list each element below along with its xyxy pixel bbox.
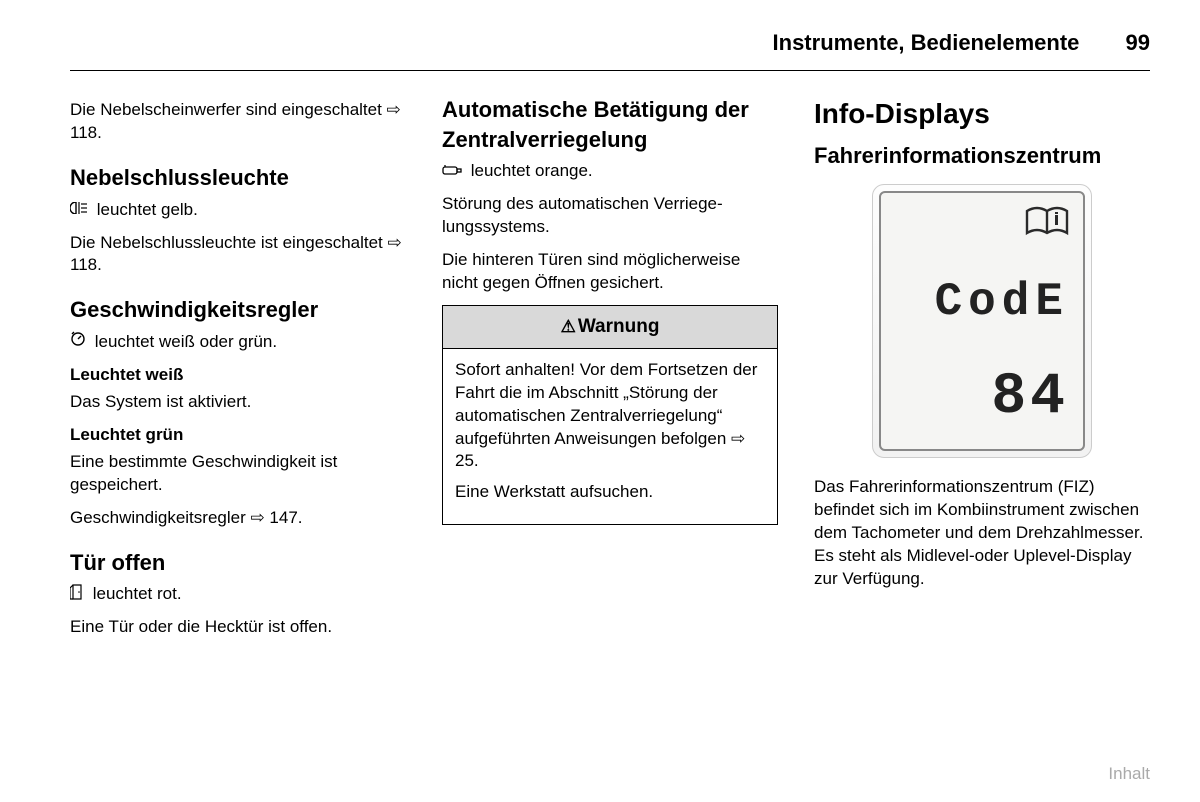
column-1: Die Nebelscheinwerfer sind einge­schalte… [70, 95, 406, 649]
warning-text-1: Sofort anhalten! Vor dem Fortset­zen der… [455, 359, 765, 474]
rear-fog-desc: Die Nebelschlussleuchte ist einge­schalt… [70, 232, 406, 278]
rear-fog-status: leuchtet gelb. [70, 199, 406, 222]
cruise-status: leuchtet weiß oder grün. [70, 331, 406, 354]
manual-book-icon [1025, 205, 1069, 244]
dic-heading: Fahrerinformationszen­trum [814, 141, 1150, 171]
autolock-p2: Die hinteren Türen sind möglicher­weise … [442, 249, 778, 295]
cruise-heading: Geschwindigkeitsregler [70, 295, 406, 325]
warning-text-2: Eine Werkstatt aufsuchen. [455, 481, 765, 504]
autolock-status-text: leuchtet orange. [471, 161, 593, 180]
footer-link[interactable]: Inhalt [1108, 764, 1150, 784]
info-displays-heading: Info-Displays [814, 95, 1150, 133]
rear-fog-heading: Nebelschlussleuchte [70, 163, 406, 193]
door-status-text: leuchtet rot. [93, 584, 182, 603]
door-open-icon [70, 584, 84, 606]
cruise-white-text: Das System ist aktiviert. [70, 391, 406, 414]
cruise-icon [70, 331, 86, 353]
autolock-icon [442, 162, 462, 182]
dic-display-frame: CodE 84 [872, 184, 1092, 458]
column-2: Automatische Betätigung der Zentralverri… [442, 95, 778, 649]
display-code-number: 84 [991, 359, 1069, 437]
cruise-green-heading: Leuchtet grün [70, 424, 406, 447]
autolock-heading: Automatische Betätigung der Zentralverri… [442, 95, 778, 154]
page-header: Instrumente, Bedienelemente 99 [70, 30, 1150, 71]
rear-fog-icon [70, 200, 88, 220]
autolock-p1: Störung des automatischen Verriege­lungs… [442, 193, 778, 239]
door-status: leuchtet rot. [70, 583, 406, 606]
cruise-status-text: leuchtet weiß oder grün. [95, 332, 277, 351]
page-number: 99 [1126, 30, 1150, 56]
cruise-ref: Geschwindigkeitsregler ⇨ 147. [70, 507, 406, 530]
warning-body: Sofort anhalten! Vor dem Fortset­zen der… [443, 349, 777, 525]
rear-fog-status-text: leuchtet gelb. [97, 200, 198, 219]
door-desc: Eine Tür oder die Hecktür ist offen. [70, 616, 406, 639]
display-code-text: CodE [935, 271, 1069, 333]
fog-front-text: Die Nebelscheinwerfer sind einge­schalte… [70, 99, 406, 145]
column-3: Info-Displays Fahrerinformationszen­trum… [814, 95, 1150, 649]
section-title: Instrumente, Bedienelemente [773, 30, 1080, 55]
warning-title: Warnung [578, 316, 660, 337]
cruise-green-text: Eine bestimmte Geschwindigkeit ist gespe… [70, 451, 406, 497]
cruise-white-heading: Leuchtet weiß [70, 364, 406, 387]
dic-display-screen: CodE 84 [879, 191, 1085, 451]
door-open-heading: Tür offen [70, 548, 406, 578]
warning-header: ⚠Warnung [443, 306, 777, 349]
warning-triangle-icon: ⚠ [561, 317, 576, 336]
content-columns: Die Nebelscheinwerfer sind einge­schalte… [70, 95, 1150, 649]
warning-box: ⚠Warnung Sofort anhalten! Vor dem Fortse… [442, 305, 778, 525]
autolock-status: leuchtet orange. [442, 160, 778, 183]
dic-description: Das Fahrerinformationszentrum (FIZ) befi… [814, 476, 1150, 591]
